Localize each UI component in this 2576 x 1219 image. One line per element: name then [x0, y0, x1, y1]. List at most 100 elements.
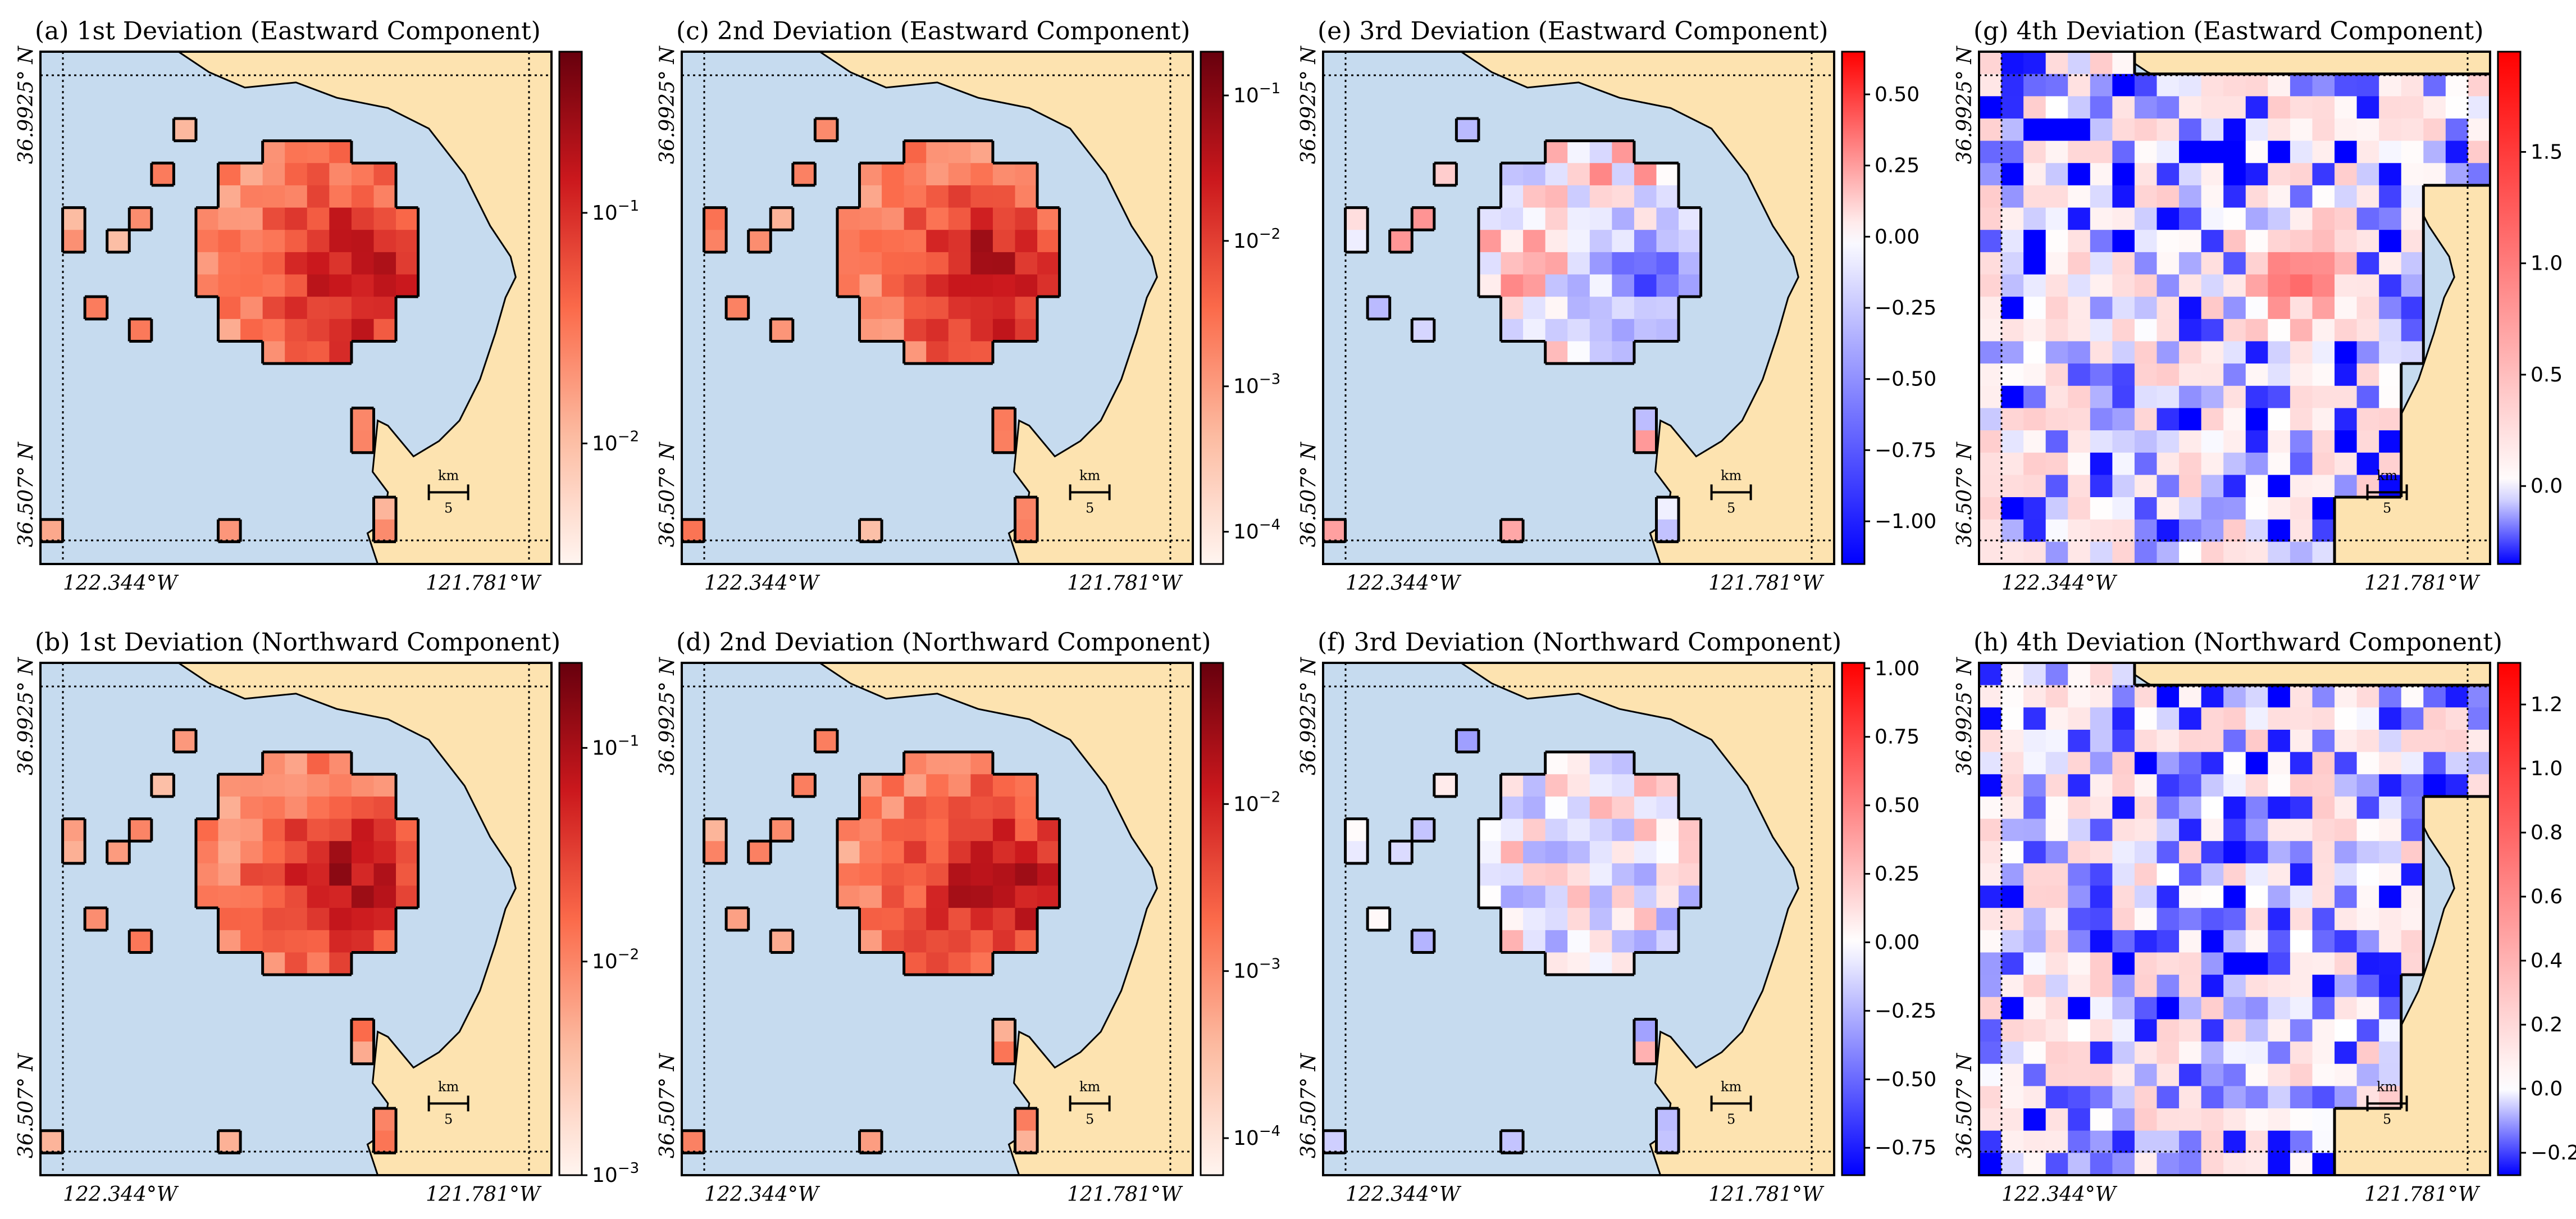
heat-cell — [2401, 952, 2424, 975]
heat-cell — [2245, 707, 2268, 730]
heat-cell — [992, 163, 1015, 186]
heat-cell — [2379, 818, 2402, 842]
heat-cell — [2045, 408, 2068, 431]
heat-cell — [307, 140, 330, 163]
heat-cell — [926, 774, 949, 797]
heat-cell — [1656, 185, 1679, 208]
heat-cell — [2268, 542, 2291, 564]
heat-cell — [1979, 997, 2002, 1020]
heat-cell — [329, 930, 352, 953]
heat-cell — [1979, 663, 2002, 686]
heat-cell — [2268, 1019, 2291, 1042]
heat-cell — [970, 252, 993, 275]
heat-cell — [2134, 497, 2158, 520]
heat-cell — [1523, 230, 1546, 253]
heat-cell — [2179, 475, 2202, 498]
heat-cell — [2156, 1063, 2180, 1086]
heat-cell — [2290, 997, 2313, 1020]
heat-cell — [2001, 663, 2024, 686]
heat-cell — [748, 841, 771, 864]
heat-cell — [2023, 1153, 2046, 1175]
heat-cell — [837, 274, 860, 297]
heat-cell — [2223, 1041, 2246, 1065]
heat-cell — [2268, 1086, 2291, 1109]
heat-cell — [1612, 230, 1635, 253]
heat-cell — [1589, 297, 1612, 320]
heat-cell — [2156, 908, 2180, 931]
heat-cell — [2245, 408, 2268, 431]
heat-cell — [882, 818, 905, 842]
heat-cell — [151, 163, 174, 186]
heat-cell — [2156, 818, 2180, 842]
heat-cell — [218, 885, 241, 908]
heat-cell — [904, 863, 927, 886]
heat-cell — [2023, 319, 2046, 342]
heat-cell — [2223, 252, 2246, 275]
heat-cell — [2179, 519, 2202, 542]
panel-title: (a) 1st Deviation (Eastward Component) — [35, 17, 541, 46]
heat-cell — [2423, 685, 2446, 708]
panel-h: (h) 4th Deviation (Northward Component)k… — [1953, 628, 2576, 1206]
heat-cell — [2312, 163, 2335, 186]
heat-cell — [2090, 140, 2113, 163]
heat-cell — [2268, 1063, 2291, 1086]
heat-cell — [262, 952, 285, 975]
heat-cell — [329, 163, 352, 186]
heat-cell — [2312, 542, 2335, 564]
heat-cell — [2156, 385, 2180, 408]
heat-cell — [2045, 841, 2068, 864]
heat-cell — [2379, 118, 2402, 142]
heat-cell — [1656, 841, 1679, 864]
heat-cell — [2379, 252, 2402, 275]
heat-cell — [2001, 997, 2024, 1020]
heat-cell — [2134, 885, 2158, 908]
heat-cell — [1979, 908, 2002, 931]
heat-cell — [373, 163, 396, 186]
heat-cell — [2379, 341, 2402, 364]
heat-cell — [2090, 1063, 2113, 1086]
heat-cell — [2223, 274, 2246, 297]
heat-cell — [2268, 207, 2291, 230]
heat-cell — [2268, 140, 2291, 163]
heat-cell — [2023, 274, 2046, 297]
scale-bar-value: 5 — [1727, 500, 1735, 516]
heat-cell — [2023, 930, 2046, 953]
heat-cell — [2401, 185, 2424, 208]
heat-cell — [1589, 796, 1612, 820]
map-frame — [1322, 662, 1835, 1176]
heat-cell — [2401, 96, 2424, 119]
heat-cell — [2068, 385, 2091, 408]
heat-cell — [2356, 1041, 2379, 1065]
heat-cell — [992, 841, 1015, 864]
heat-cell — [2268, 1153, 2291, 1175]
heat-cell — [2445, 729, 2468, 753]
heat-cell — [2401, 74, 2424, 97]
heat-cell — [1501, 230, 1524, 253]
heat-cell — [1015, 297, 1038, 320]
heat-cell — [2268, 96, 2291, 119]
heat-cell — [2090, 118, 2113, 142]
heat-cell — [2335, 274, 2358, 297]
heat-cell — [2468, 163, 2490, 186]
heat-cell — [2268, 841, 2291, 864]
heat-cell — [2023, 1130, 2046, 1153]
heat-cell — [1679, 274, 1702, 297]
heat-cell — [904, 952, 927, 975]
heat-cell — [2335, 252, 2358, 275]
heat-cell — [307, 863, 330, 886]
heat-cell — [2223, 452, 2246, 475]
heat-cell — [2090, 841, 2113, 864]
heat-cell — [2156, 1153, 2180, 1175]
heat-cell — [2090, 408, 2113, 431]
heat-cell — [2112, 1086, 2135, 1109]
heat-cell — [2312, 319, 2335, 342]
heat-cell — [2134, 952, 2158, 975]
heat-cell — [882, 908, 905, 931]
heat-cell — [285, 319, 308, 342]
heat-cell — [307, 841, 330, 864]
heat-cell — [373, 252, 396, 275]
heat-cell — [2245, 341, 2268, 364]
heat-cell — [859, 796, 882, 820]
heat-cell — [2245, 1019, 2268, 1042]
heat-cell — [2179, 118, 2202, 142]
